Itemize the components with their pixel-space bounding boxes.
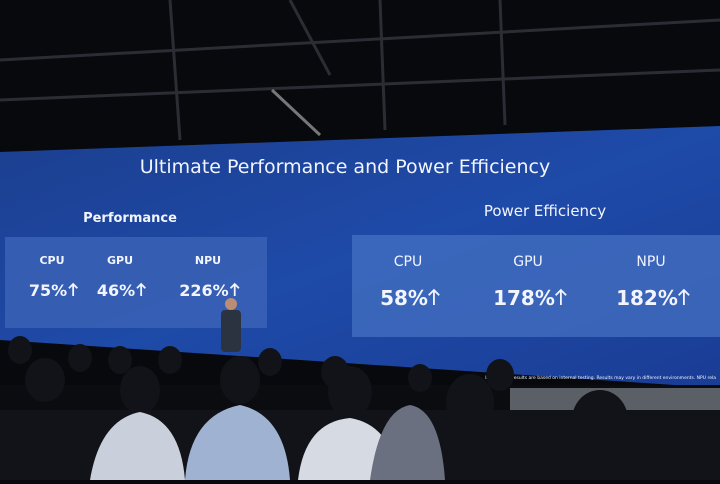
metric-label: CPU xyxy=(394,254,422,270)
metric-value: 58% xyxy=(380,286,428,310)
up-arrow xyxy=(678,288,690,305)
up-arrow xyxy=(68,282,78,296)
efficiency-panel xyxy=(352,235,720,337)
up-arrow xyxy=(229,282,240,296)
section-heading: Performance xyxy=(83,211,177,226)
metrics: CPU 75% GPU 46% NPU 226% CPU 58% GPU 178% NPU 182% xyxy=(29,254,690,310)
metric-label: GPU xyxy=(107,254,133,267)
presenter xyxy=(221,298,241,352)
metric-label: NPU xyxy=(636,254,665,270)
metric-value: 226% xyxy=(179,281,228,300)
slide-title: Ultimate Performance and Power Efficienc… xyxy=(140,156,550,178)
footnote: benchmark results are based on internal … xyxy=(485,375,716,381)
metric-label: CPU xyxy=(39,254,64,267)
metric-value: 46% xyxy=(97,281,135,300)
metric-label: NPU xyxy=(195,254,221,267)
up-arrow xyxy=(136,282,146,296)
ceiling xyxy=(0,0,720,141)
up-arrow xyxy=(428,288,440,305)
metric-value: 178% xyxy=(493,286,555,310)
section-heading: Power Efficiency xyxy=(484,202,606,220)
up-arrow xyxy=(555,288,567,305)
metric-value: 75% xyxy=(29,281,67,300)
metric-value: 182% xyxy=(616,286,678,310)
audience xyxy=(0,336,720,480)
metric-label: GPU xyxy=(513,254,543,270)
